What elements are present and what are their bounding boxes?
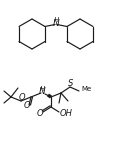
Text: O: O bbox=[24, 101, 30, 111]
Text: S: S bbox=[68, 79, 74, 88]
Text: N: N bbox=[39, 87, 45, 97]
Text: H: H bbox=[39, 86, 45, 92]
Text: O: O bbox=[37, 109, 43, 118]
Text: OH: OH bbox=[60, 109, 73, 118]
Text: N: N bbox=[53, 18, 59, 28]
Text: H: H bbox=[53, 17, 59, 23]
Text: Me: Me bbox=[81, 86, 91, 92]
Text: O: O bbox=[18, 93, 25, 102]
